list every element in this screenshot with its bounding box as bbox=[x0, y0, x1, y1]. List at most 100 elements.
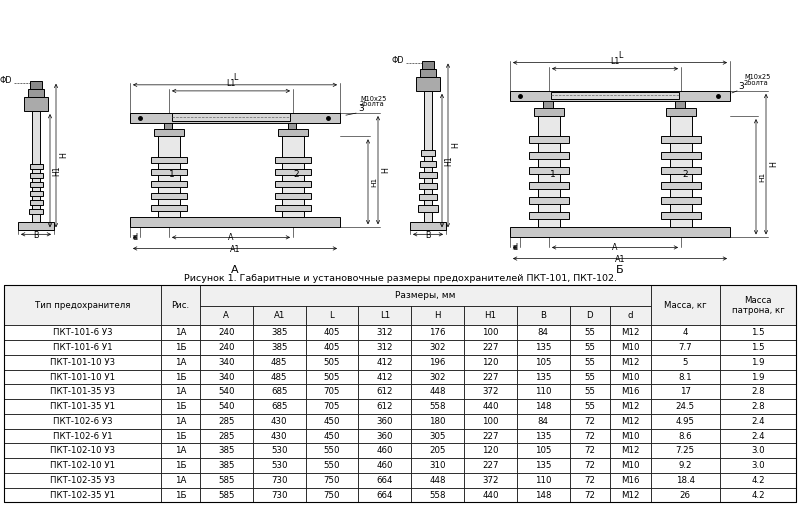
Bar bbox=[162, 285, 200, 326]
Text: 100: 100 bbox=[482, 417, 498, 426]
Text: d: d bbox=[133, 233, 138, 242]
Text: A: A bbox=[223, 311, 230, 320]
Text: 750: 750 bbox=[324, 490, 340, 499]
Text: 505: 505 bbox=[324, 358, 340, 367]
Bar bbox=[610, 429, 651, 443]
Bar bbox=[151, 193, 187, 199]
Bar bbox=[410, 222, 446, 230]
Bar bbox=[172, 113, 290, 121]
Text: 1Б: 1Б bbox=[175, 343, 186, 352]
Text: H1: H1 bbox=[759, 172, 765, 182]
Text: 55: 55 bbox=[584, 402, 595, 411]
Bar bbox=[30, 81, 42, 89]
Text: H: H bbox=[769, 161, 778, 167]
Bar bbox=[570, 326, 610, 340]
Text: H1: H1 bbox=[52, 166, 61, 176]
Bar bbox=[200, 370, 253, 384]
Bar bbox=[661, 152, 701, 159]
Bar bbox=[411, 458, 464, 473]
Text: M12: M12 bbox=[622, 328, 640, 337]
Bar bbox=[306, 306, 358, 326]
Text: 1: 1 bbox=[169, 170, 174, 179]
Bar bbox=[30, 200, 43, 205]
Text: 72: 72 bbox=[584, 490, 595, 499]
Bar bbox=[570, 429, 610, 443]
Bar bbox=[610, 458, 651, 473]
Bar bbox=[720, 326, 796, 340]
Text: 2болта: 2болта bbox=[360, 101, 385, 107]
Bar bbox=[651, 399, 720, 414]
Bar bbox=[416, 77, 440, 91]
Text: 685: 685 bbox=[271, 402, 287, 411]
Bar bbox=[411, 384, 464, 399]
Bar bbox=[151, 181, 187, 187]
Bar bbox=[306, 429, 358, 443]
Bar bbox=[670, 116, 692, 227]
Text: 227: 227 bbox=[482, 343, 498, 352]
Text: 430: 430 bbox=[271, 417, 287, 426]
Text: L: L bbox=[233, 73, 237, 82]
Bar bbox=[200, 443, 253, 458]
Text: А: А bbox=[231, 265, 239, 275]
Bar bbox=[162, 370, 200, 384]
Bar bbox=[610, 399, 651, 414]
Bar bbox=[651, 414, 720, 429]
Text: 485: 485 bbox=[271, 373, 287, 382]
Bar bbox=[358, 355, 411, 370]
Bar bbox=[30, 164, 43, 169]
Bar bbox=[358, 340, 411, 355]
Text: Рис.: Рис. bbox=[172, 301, 190, 310]
Text: 1.9: 1.9 bbox=[751, 373, 765, 382]
Bar bbox=[510, 91, 730, 101]
Text: 55: 55 bbox=[584, 373, 595, 382]
Bar bbox=[675, 101, 685, 108]
Text: 750: 750 bbox=[324, 476, 340, 485]
Bar bbox=[4, 429, 162, 443]
Bar bbox=[610, 384, 651, 399]
Text: L1: L1 bbox=[380, 311, 390, 320]
Bar bbox=[29, 209, 43, 214]
Bar bbox=[4, 399, 162, 414]
Bar bbox=[253, 384, 306, 399]
Bar bbox=[278, 129, 308, 136]
Text: 105: 105 bbox=[535, 446, 551, 456]
Bar bbox=[4, 458, 162, 473]
Text: 110: 110 bbox=[535, 387, 551, 396]
Text: H: H bbox=[381, 167, 390, 173]
Text: 84: 84 bbox=[538, 417, 549, 426]
Text: 612: 612 bbox=[377, 387, 393, 396]
Bar bbox=[464, 414, 517, 429]
Text: ПКТ-102-10 У3: ПКТ-102-10 У3 bbox=[50, 446, 115, 456]
Text: 72: 72 bbox=[584, 446, 595, 456]
Bar bbox=[610, 473, 651, 488]
Text: 1Б: 1Б bbox=[175, 373, 186, 382]
Text: 135: 135 bbox=[535, 343, 551, 352]
Text: 240: 240 bbox=[218, 328, 234, 337]
Bar bbox=[200, 355, 253, 370]
Bar bbox=[358, 326, 411, 340]
Bar bbox=[720, 384, 796, 399]
Text: 227: 227 bbox=[482, 461, 498, 470]
Text: M12: M12 bbox=[622, 446, 640, 456]
Text: 1.5: 1.5 bbox=[751, 343, 765, 352]
Bar bbox=[162, 488, 200, 502]
Text: 360: 360 bbox=[377, 417, 393, 426]
Text: 440: 440 bbox=[482, 402, 498, 411]
Bar bbox=[424, 91, 432, 222]
Bar bbox=[529, 167, 569, 174]
Bar bbox=[651, 355, 720, 370]
Bar bbox=[720, 370, 796, 384]
Bar bbox=[720, 473, 796, 488]
Bar bbox=[162, 473, 200, 488]
Bar bbox=[529, 136, 569, 143]
Bar bbox=[464, 429, 517, 443]
Bar bbox=[162, 443, 200, 458]
Text: 372: 372 bbox=[482, 476, 498, 485]
Text: 55: 55 bbox=[584, 358, 595, 367]
Bar bbox=[464, 340, 517, 355]
Bar bbox=[4, 355, 162, 370]
Bar bbox=[720, 285, 796, 326]
Bar bbox=[162, 384, 200, 399]
Bar bbox=[306, 370, 358, 384]
Bar bbox=[358, 384, 411, 399]
